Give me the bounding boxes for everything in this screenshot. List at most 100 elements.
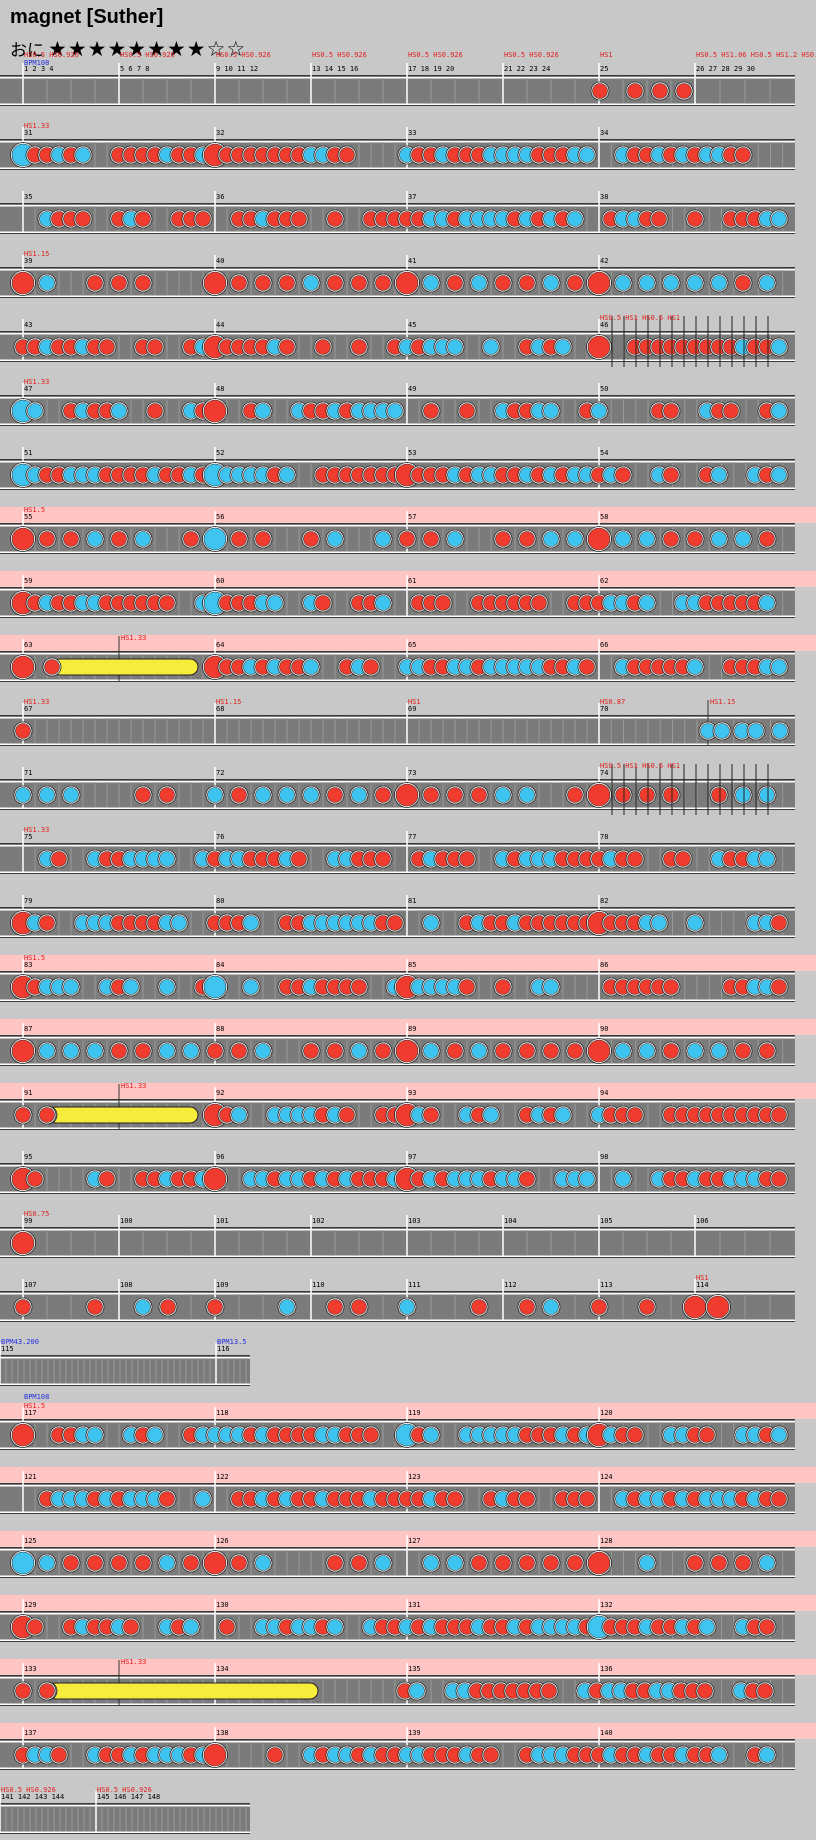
- lane-edge: [0, 1193, 795, 1194]
- measure-number: 96: [216, 1153, 224, 1161]
- ka-note-face: [567, 211, 583, 227]
- measure-number: 43: [24, 321, 32, 329]
- measure-number: 69: [408, 705, 416, 713]
- ka-note-face: [87, 1043, 103, 1059]
- lane-edge: [0, 551, 795, 553]
- lane-edge: [0, 1129, 795, 1130]
- lane-edge: [0, 873, 795, 874]
- lane-edge: [0, 1419, 795, 1420]
- row-highlight: [0, 1531, 816, 1547]
- ka-note-face: [255, 787, 271, 803]
- difficulty-stars: ★★★★★★★★☆☆: [48, 37, 246, 61]
- lane-edge: [0, 937, 795, 938]
- lane-edge: [0, 233, 795, 234]
- scroll-label: HS1.33: [24, 826, 49, 834]
- lane-edge: [0, 1063, 795, 1065]
- measure-number: 68: [216, 705, 224, 713]
- don-note-face: [639, 1299, 655, 1315]
- lane-edge: [0, 973, 795, 975]
- ka-note-face: [279, 787, 295, 803]
- don-note-face: [447, 275, 463, 291]
- don-note-face: [697, 1683, 713, 1699]
- don-note-face: [735, 147, 751, 163]
- don-note-face: [627, 83, 643, 99]
- lane-edge: [0, 459, 795, 460]
- measure-number: 47: [24, 385, 32, 393]
- don-note-face: [587, 527, 611, 551]
- measure-number: 130: [216, 1601, 229, 1609]
- don-note-face: [759, 531, 775, 547]
- chart-title: magnet [Suther]: [10, 6, 164, 28]
- don-note-face: [267, 1747, 283, 1763]
- ka-note-face: [759, 1747, 775, 1763]
- ka-note-face: [759, 595, 775, 611]
- measure-number: 110: [312, 1281, 325, 1289]
- measure-number: 9 10 11 12: [216, 65, 258, 73]
- lane-edge: [0, 1257, 795, 1258]
- don-note-face: [303, 1043, 319, 1059]
- ka-note-face: [423, 1555, 439, 1571]
- don-note-face: [735, 1555, 751, 1571]
- don-note-face: [423, 787, 439, 803]
- ka-note-face: [423, 1043, 439, 1059]
- don-note-face: [771, 1107, 787, 1123]
- don-note-face: [759, 1619, 775, 1635]
- measure-number: 99: [24, 1217, 32, 1225]
- scroll-label: HS1.5: [24, 1402, 45, 1410]
- don-note-face: [587, 1039, 611, 1063]
- don-note-face: [471, 1555, 487, 1571]
- ka-note-face: [423, 275, 439, 291]
- lane-edge: [0, 1001, 795, 1002]
- don-note-face: [39, 1683, 55, 1699]
- scroll-label: HS1.33: [24, 122, 49, 130]
- don-note-face: [203, 1551, 227, 1575]
- row-highlight: [0, 1659, 816, 1675]
- ka-note-face: [483, 1107, 499, 1123]
- ka-note-face: [183, 1619, 199, 1635]
- measure-number: 120: [600, 1409, 613, 1417]
- don-note-face: [615, 467, 631, 483]
- don-note-face: [567, 275, 583, 291]
- don-note-face: [519, 1299, 535, 1315]
- ka-note-face: [555, 1107, 571, 1123]
- lane-edge: [0, 1355, 250, 1356]
- don-note-face: [519, 1043, 535, 1059]
- don-note-face: [203, 399, 227, 423]
- lane-edge: [0, 331, 795, 332]
- ka-note-face: [409, 1683, 425, 1699]
- don-note-face: [495, 531, 511, 547]
- don-note-face: [663, 787, 679, 803]
- measure-number: 17 18 19 20: [408, 65, 454, 73]
- lane: [0, 1356, 250, 1386]
- ka-note-face: [159, 851, 175, 867]
- lane-edge: [0, 525, 795, 527]
- don-note-face: [159, 595, 175, 611]
- don-note-face: [135, 211, 151, 227]
- don-note-face: [207, 1043, 223, 1059]
- lane-edge: [0, 1805, 250, 1807]
- measure-number: 109: [216, 1281, 229, 1289]
- ka-note-face: [375, 595, 391, 611]
- don-note-face: [495, 275, 511, 291]
- difficulty-label: おに: [10, 41, 44, 61]
- measure-number: 54: [600, 449, 608, 457]
- measure-number: 118: [216, 1409, 229, 1417]
- lane-edge: [0, 1165, 795, 1167]
- scroll-label: HS0.75: [24, 1210, 49, 1218]
- don-note-face: [327, 1555, 343, 1571]
- ka-note-face: [255, 1555, 271, 1571]
- lane-edge: [0, 167, 795, 169]
- lane-edge: [0, 139, 795, 140]
- don-note-face: [219, 1619, 235, 1635]
- lane-edge: [0, 843, 795, 844]
- don-note-face: [375, 275, 391, 291]
- don-note-face: [519, 1171, 535, 1187]
- measure-number: 71: [24, 769, 32, 777]
- bpm-label: BPM13.5: [217, 1338, 247, 1346]
- don-note-face: [519, 531, 535, 547]
- don-note-face: [351, 275, 367, 291]
- lane-edge: [0, 1833, 250, 1834]
- don-note-face: [375, 1043, 391, 1059]
- ka-note-face: [735, 531, 751, 547]
- scroll-label: HS1.33: [121, 1082, 146, 1090]
